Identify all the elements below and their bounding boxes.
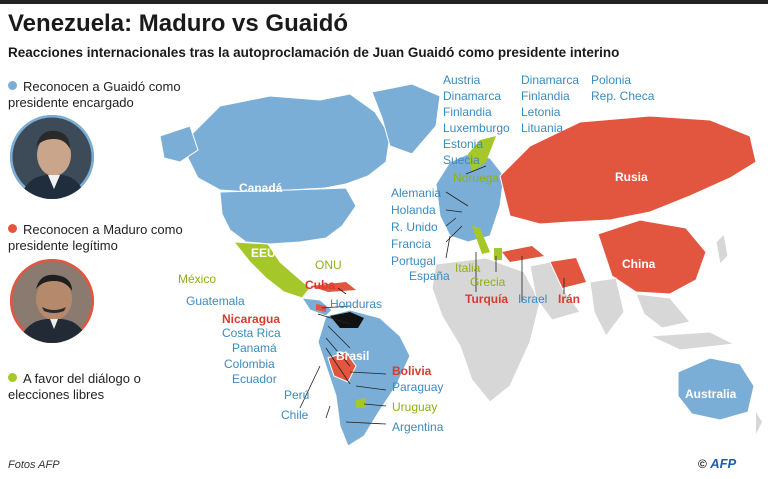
- label-alemania: Alemania: [391, 186, 442, 200]
- label-brasil: Brasil: [336, 349, 370, 363]
- label-estonia: Estonia: [443, 137, 484, 151]
- label-r-unido: R. Unido: [391, 220, 438, 234]
- map-australia: [677, 357, 755, 421]
- legend-guaido: Reconocen a Guaidó como presidente encar…: [8, 79, 188, 111]
- afp-brand: AFP: [710, 456, 737, 471]
- page-subtitle: Reacciones internacionales tras la autop…: [8, 45, 620, 60]
- label-dinamarca-2: Dinamarca: [521, 73, 580, 87]
- top-rule: [0, 0, 768, 4]
- label-israel: Israel: [518, 292, 548, 306]
- label-eeuu: EEUU: [251, 246, 285, 260]
- guaido-portrait: [10, 115, 94, 199]
- label-cuba: Cuba: [305, 278, 335, 292]
- label-finlandia-2: Finlandia: [521, 89, 570, 103]
- map-alaska: [159, 125, 199, 163]
- label-costa-rica: Costa Rica: [222, 326, 281, 340]
- label-honduras: Honduras: [330, 297, 383, 311]
- map-india: [589, 277, 625, 337]
- label-francia: Francia: [391, 237, 432, 251]
- map-bolivia: [327, 351, 357, 383]
- map-usa: [219, 187, 357, 245]
- label-rep-checa: Rep. Checa: [591, 89, 655, 103]
- page-title: Venezuela: Maduro vs Guaidó: [8, 10, 349, 37]
- legend-dialogo-dot: [8, 373, 17, 382]
- label-finlandia: Finlandia: [443, 105, 492, 119]
- label-lituania: Lituania: [521, 121, 564, 135]
- legend-maduro-dot: [8, 224, 17, 233]
- map-middle-east: [529, 261, 581, 321]
- label-portugal: Portugal: [391, 254, 436, 268]
- label-turquia: Turquía: [465, 292, 509, 306]
- label-suecia: Suecia: [443, 153, 480, 167]
- world-map: [159, 83, 762, 447]
- maduro-portrait: [10, 259, 94, 343]
- label-holanda: Holanda: [391, 203, 436, 217]
- label-dinamarca: Dinamarca: [443, 89, 502, 103]
- label-onu: ONU: [315, 258, 342, 272]
- photo-credit: Fotos AFP: [8, 459, 60, 471]
- copyright-symbol: ©: [698, 457, 707, 471]
- map-cuba: [310, 282, 356, 292]
- label-ecuador: Ecuador: [232, 372, 277, 386]
- map-norway: [468, 136, 496, 172]
- legend-dialogo: A favor del diálogo o elecciones libres: [8, 371, 168, 403]
- label-italia: Italia: [455, 261, 481, 275]
- map-nz: [756, 412, 762, 434]
- label-austria: Austria: [443, 73, 481, 87]
- map-greece: [494, 248, 502, 260]
- label-chile: Chile: [281, 408, 309, 422]
- label-polonia: Polonia: [591, 73, 632, 87]
- label-guatemala: Guatemala: [186, 294, 245, 308]
- label-argentina: Argentina: [392, 420, 444, 434]
- label-bolivia: Bolivia: [392, 364, 432, 378]
- legend-guaido-text: Reconocen a Guaidó como presidente encar…: [8, 79, 181, 110]
- map-se-asia: [635, 293, 691, 329]
- label-panama: Panamá: [232, 341, 277, 355]
- map-indonesia: [649, 331, 736, 351]
- label-china: China: [622, 257, 656, 271]
- legend-maduro: Reconocen a Maduro como presidente legít…: [8, 222, 198, 254]
- label-noruega: Noruega: [453, 171, 500, 185]
- afp-logo: © AFP: [698, 456, 736, 471]
- map-canada: [187, 93, 391, 193]
- map-greenland: [371, 83, 441, 155]
- label-uruguay: Uruguay: [392, 400, 438, 414]
- label-canada: Canadá: [239, 181, 283, 195]
- label-nicaragua: Nicaragua: [222, 312, 281, 326]
- label-colombia: Colombia: [224, 357, 275, 371]
- map-africa: [431, 257, 541, 403]
- map-europe: [435, 153, 505, 243]
- map-japan: [715, 232, 729, 266]
- label-peru: Perú: [284, 388, 310, 402]
- map-venezuela: [330, 312, 364, 328]
- map-nicaragua: [316, 304, 326, 312]
- legend-dialogo-text: A favor del diálogo o elecciones libres: [8, 371, 141, 402]
- legend-maduro-text: Reconocen a Maduro como presidente legít…: [8, 222, 183, 253]
- label-luxemburgo: Luxemburgo: [443, 121, 510, 135]
- map-russia: [499, 115, 757, 225]
- label-iran: Irán: [558, 292, 581, 306]
- label-australia: Australia: [685, 387, 737, 401]
- legend-guaido-dot: [8, 81, 17, 90]
- label-letonia: Letonia: [521, 105, 561, 119]
- label-mexico: México: [178, 272, 217, 286]
- map-uruguay: [356, 398, 366, 408]
- label-espana: España: [409, 269, 450, 283]
- map-mexico: [232, 241, 311, 299]
- map-italy: [472, 226, 490, 254]
- callout-lines: [299, 165, 565, 425]
- label-rusia: Rusia: [615, 170, 648, 184]
- map-china: [597, 219, 707, 295]
- map-turkey: [502, 246, 544, 262]
- label-grecia: Grecia: [470, 275, 506, 289]
- label-paraguay: Paraguay: [392, 380, 444, 394]
